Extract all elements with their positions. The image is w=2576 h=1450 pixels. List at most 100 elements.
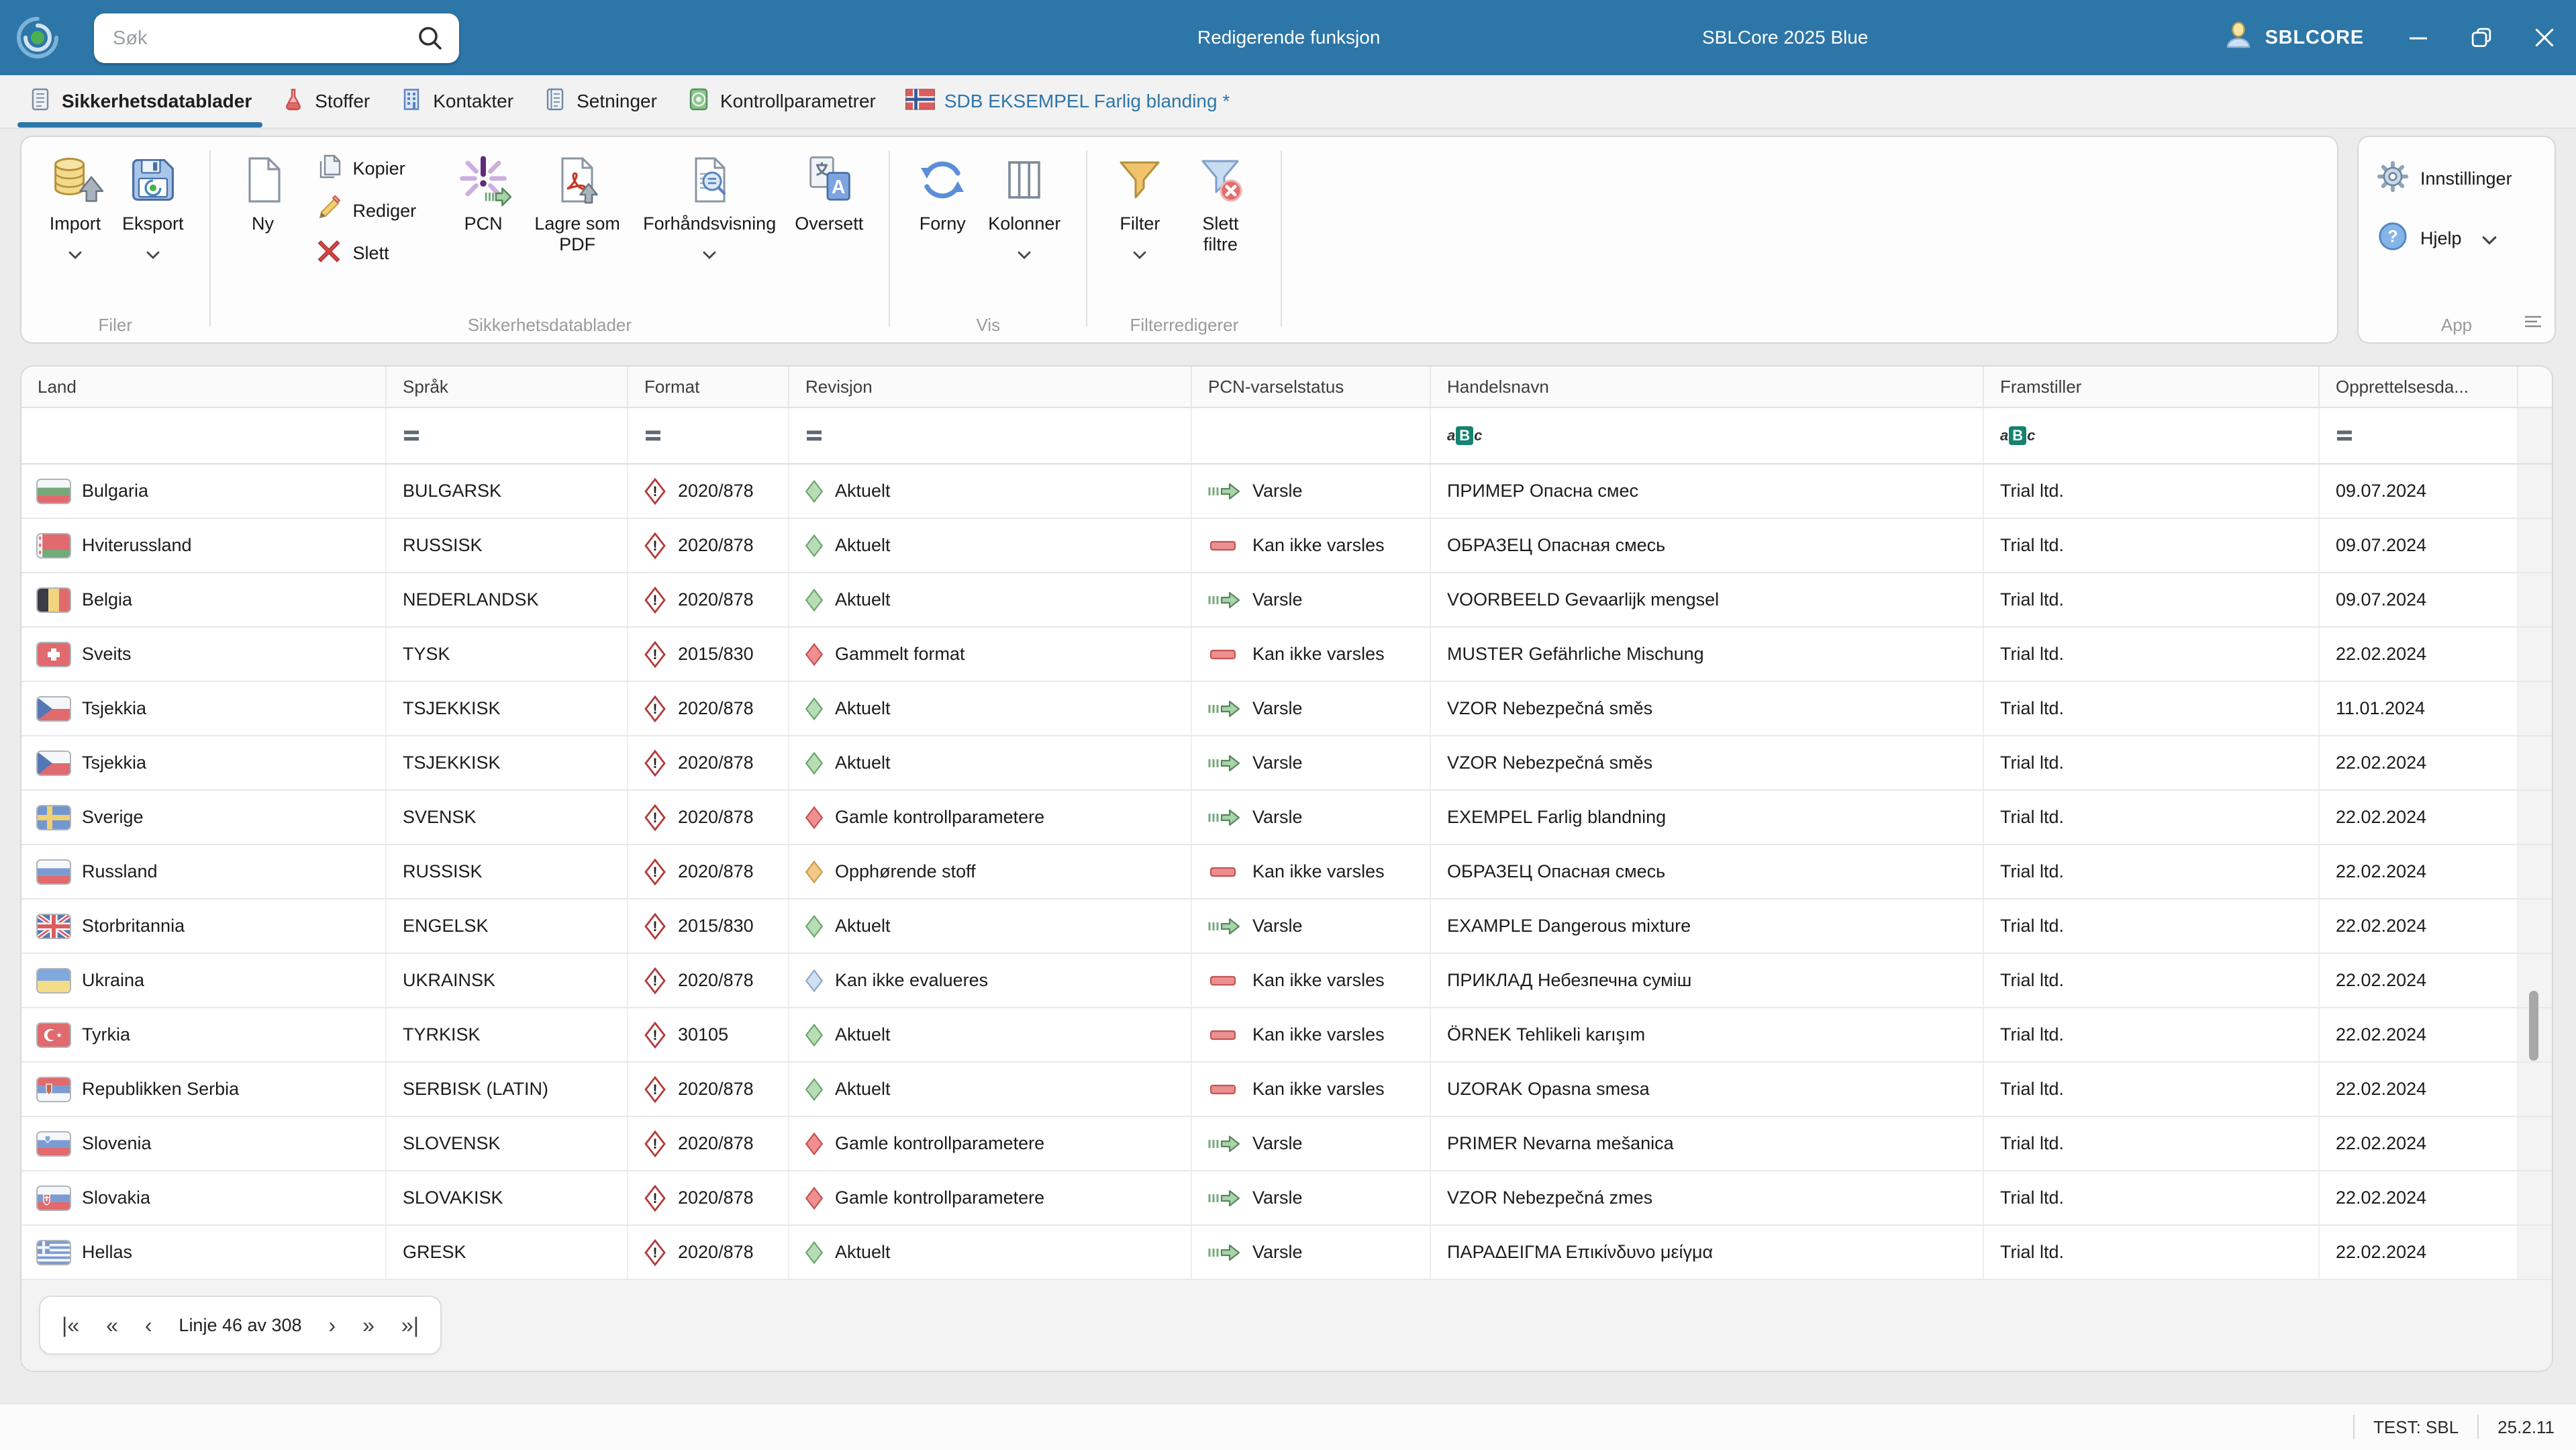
- revision-label: Gamle kontrollparametere: [835, 807, 1045, 827]
- tab-stoffer[interactable]: Stoffer: [266, 75, 385, 128]
- eksport-button[interactable]: Eksport: [113, 148, 193, 267]
- table-row[interactable]: Sverige SVENSK! 2020/878 Gamle kontrollpara…: [21, 791, 2552, 845]
- rediger-button[interactable]: Rediger: [315, 195, 416, 227]
- table-row[interactable]: Sveits TYSK! 2015/830 Gammelt format Kan ikk…: [21, 628, 2552, 682]
- table-row[interactable]: Ukraina UKRAINSK! 2020/878 Kan ikke evaluer…: [21, 954, 2552, 1008]
- table-row[interactable]: Slovenia SLOVENSK! 2020/878 Gamle kontrollp…: [21, 1117, 2552, 1171]
- pcn-status-label: Kan ikke varsles: [1252, 861, 1385, 881]
- manufacturer-label: Trial ltd.: [2000, 861, 2065, 881]
- ny-button[interactable]: Ny: [227, 148, 299, 237]
- version-label: 25.2.11: [2497, 1416, 2555, 1437]
- format-regulation-icon: !: [644, 749, 666, 777]
- slett-filtre-button[interactable]: Slett filtre: [1176, 148, 1265, 258]
- tab-sikkerhetsdatablader[interactable]: Sikkerhetsdatablader: [13, 75, 266, 128]
- filter-equals-icon: [404, 430, 419, 441]
- column-header-2[interactable]: Format: [628, 367, 789, 407]
- search-icon[interactable]: [416, 24, 443, 51]
- tab-setninger[interactable]: Setninger: [528, 75, 672, 128]
- cell-language: SVENSK: [387, 791, 628, 844]
- page-forward-icon[interactable]: ›: [328, 1313, 336, 1337]
- tab-sdb-document[interactable]: SDB EKSEMPEL Farlig blanding *: [891, 75, 1244, 128]
- tab-label: SDB EKSEMPEL Farlig blanding *: [944, 91, 1230, 111]
- column-header-5[interactable]: Handelsnavn: [1431, 367, 1984, 407]
- column-header-3[interactable]: Revisjon: [789, 367, 1192, 407]
- kopier-button[interactable]: Kopier: [315, 153, 417, 185]
- table-row[interactable]: Russland RUSSISK! 2020/878 Opphørende stoff…: [21, 845, 2552, 900]
- pcn-status-label: Varsle: [1252, 916, 1303, 936]
- app-title: SBLCore 2025 Blue: [1702, 27, 1869, 48]
- table-row[interactable]: Bulgaria BULGARSK! 2020/878 Aktuelt Varsle ПР…: [21, 465, 2552, 519]
- filter-cell-4[interactable]: [1192, 408, 1431, 463]
- table-row[interactable]: Tsjekkia TSJEKKISK! 2020/878 Aktuelt Varsle V…: [21, 736, 2552, 791]
- column-header-6[interactable]: Framstiller: [1984, 367, 2320, 407]
- button-label: Hjelp: [2420, 228, 2462, 248]
- table-row[interactable]: Hviterussland RUSSISK! 2020/878 Aktuelt Kan …: [21, 519, 2552, 573]
- column-header-0[interactable]: Land: [21, 367, 387, 407]
- app-menu-icon[interactable]: [2525, 308, 2541, 333]
- search-input[interactable]: [94, 13, 459, 63]
- row-filler: [2518, 1226, 2552, 1279]
- revision-status-ok-diamond-icon: [805, 479, 823, 503]
- tab-kontakter[interactable]: Kontakter: [385, 75, 528, 128]
- tab-kontrollparametrer[interactable]: Kontrollparametrer: [672, 75, 891, 128]
- trade-name-label: ПРИКЛАД Небезпечна суміш: [1447, 970, 1692, 990]
- revision-status-ok-diamond-icon: [805, 914, 823, 938]
- column-header-7[interactable]: Opprettelsesda...: [2320, 367, 2518, 407]
- cell-country: Republikken Serbia: [21, 1063, 387, 1116]
- slett-button[interactable]: Slett: [315, 238, 417, 269]
- created-date-label: 22.02.2024: [2336, 861, 2427, 881]
- country-label: Slovenia: [82, 1133, 152, 1153]
- ribbon-toolbar: Import Eksport Filer: [0, 129, 2576, 352]
- page-first-icon[interactable]: |«: [62, 1313, 80, 1337]
- cell-pcn-status: Varsle: [1192, 1226, 1431, 1279]
- user-menu[interactable]: SBLCORE: [2222, 0, 2364, 75]
- cell-created: 22.02.2024: [2320, 1008, 2518, 1061]
- filter-cell-2[interactable]: [628, 408, 789, 463]
- minimize-button[interactable]: [2387, 0, 2450, 75]
- forhandsvisning-button[interactable]: Forhåndsvisning: [634, 148, 785, 267]
- table-row[interactable]: Storbritannia ENGELSK! 2015/830 Aktuelt Vars…: [21, 900, 2552, 954]
- pcn-button[interactable]: PCN: [446, 148, 521, 237]
- revision-status-ok-diamond-icon: [805, 534, 823, 557]
- filter-button[interactable]: Filter: [1103, 148, 1176, 267]
- edit-buttons-stack: Kopier Rediger Slett: [315, 148, 417, 269]
- format-label: 2020/878: [678, 1079, 754, 1099]
- cell-manufacturer: Trial ltd.: [1984, 1008, 2320, 1061]
- vertical-scrollbar-thumb[interactable]: [2529, 991, 2538, 1061]
- svg-text:!: !: [653, 1137, 658, 1152]
- table-row[interactable]: Belgia NEDERLANDSK! 2020/878 Aktuelt Varsle V…: [21, 573, 2552, 628]
- language-label: NEDERLANDSK: [403, 589, 539, 610]
- filter-cell-1[interactable]: [387, 408, 628, 463]
- manufacturer-label: Trial ltd.: [2000, 970, 2065, 990]
- page-fast-back-icon[interactable]: «: [106, 1313, 118, 1337]
- kolonner-button[interactable]: Kolonner: [979, 148, 1070, 267]
- restore-button[interactable]: [2450, 0, 2513, 75]
- filter-cell-0[interactable]: [21, 408, 387, 463]
- lagre-som-pdf-button[interactable]: Lagre som PDF: [521, 148, 634, 258]
- table-row[interactable]: Republikken Serbia SERBISK (LATIN)! 2020/8…: [21, 1063, 2552, 1117]
- table-row[interactable]: Slovakia SLOVAKISK! 2020/878 Gamle kontroll…: [21, 1171, 2552, 1226]
- page-last-icon[interactable]: »|: [401, 1313, 419, 1337]
- table-row[interactable]: Tyrkia TYRKISK! 30105 Aktuelt Kan ikke varsl…: [21, 1008, 2552, 1063]
- forny-button[interactable]: Forny: [906, 148, 979, 237]
- oversett-button[interactable]: A Oversett: [785, 148, 873, 237]
- filter-cell-3[interactable]: [789, 408, 1192, 463]
- innstillinger-button[interactable]: Innstillinger: [2377, 160, 2541, 197]
- page-back-icon[interactable]: ‹: [144, 1313, 152, 1337]
- column-header-1[interactable]: Språk: [387, 367, 628, 407]
- cell-format: ! 2020/878: [628, 1117, 789, 1170]
- country-label: Russland: [82, 861, 158, 881]
- column-header-4[interactable]: PCN-varselstatus: [1192, 367, 1431, 407]
- cell-trade-name: ΠΑΡΑΔΕΙΓΜΑ Επικίνδυνο μείγμα: [1431, 1226, 1984, 1279]
- filter-cell-7[interactable]: [2320, 408, 2518, 463]
- hjelp-button[interactable]: ? Hjelp: [2377, 221, 2541, 256]
- svg-text:!: !: [653, 810, 658, 826]
- chevron-down-icon: [703, 240, 716, 264]
- table-row[interactable]: Tsjekkia TSJEKKISK! 2020/878 Aktuelt Varsle V…: [21, 682, 2552, 736]
- table-row[interactable]: Hellas GRESK! 2020/878 Aktuelt Varsle ΠΑΡΑΔΕΙ…: [21, 1226, 2552, 1280]
- page-fast-forward-icon[interactable]: »: [362, 1313, 375, 1337]
- import-button[interactable]: Import: [38, 148, 113, 267]
- close-button[interactable]: [2513, 0, 2576, 75]
